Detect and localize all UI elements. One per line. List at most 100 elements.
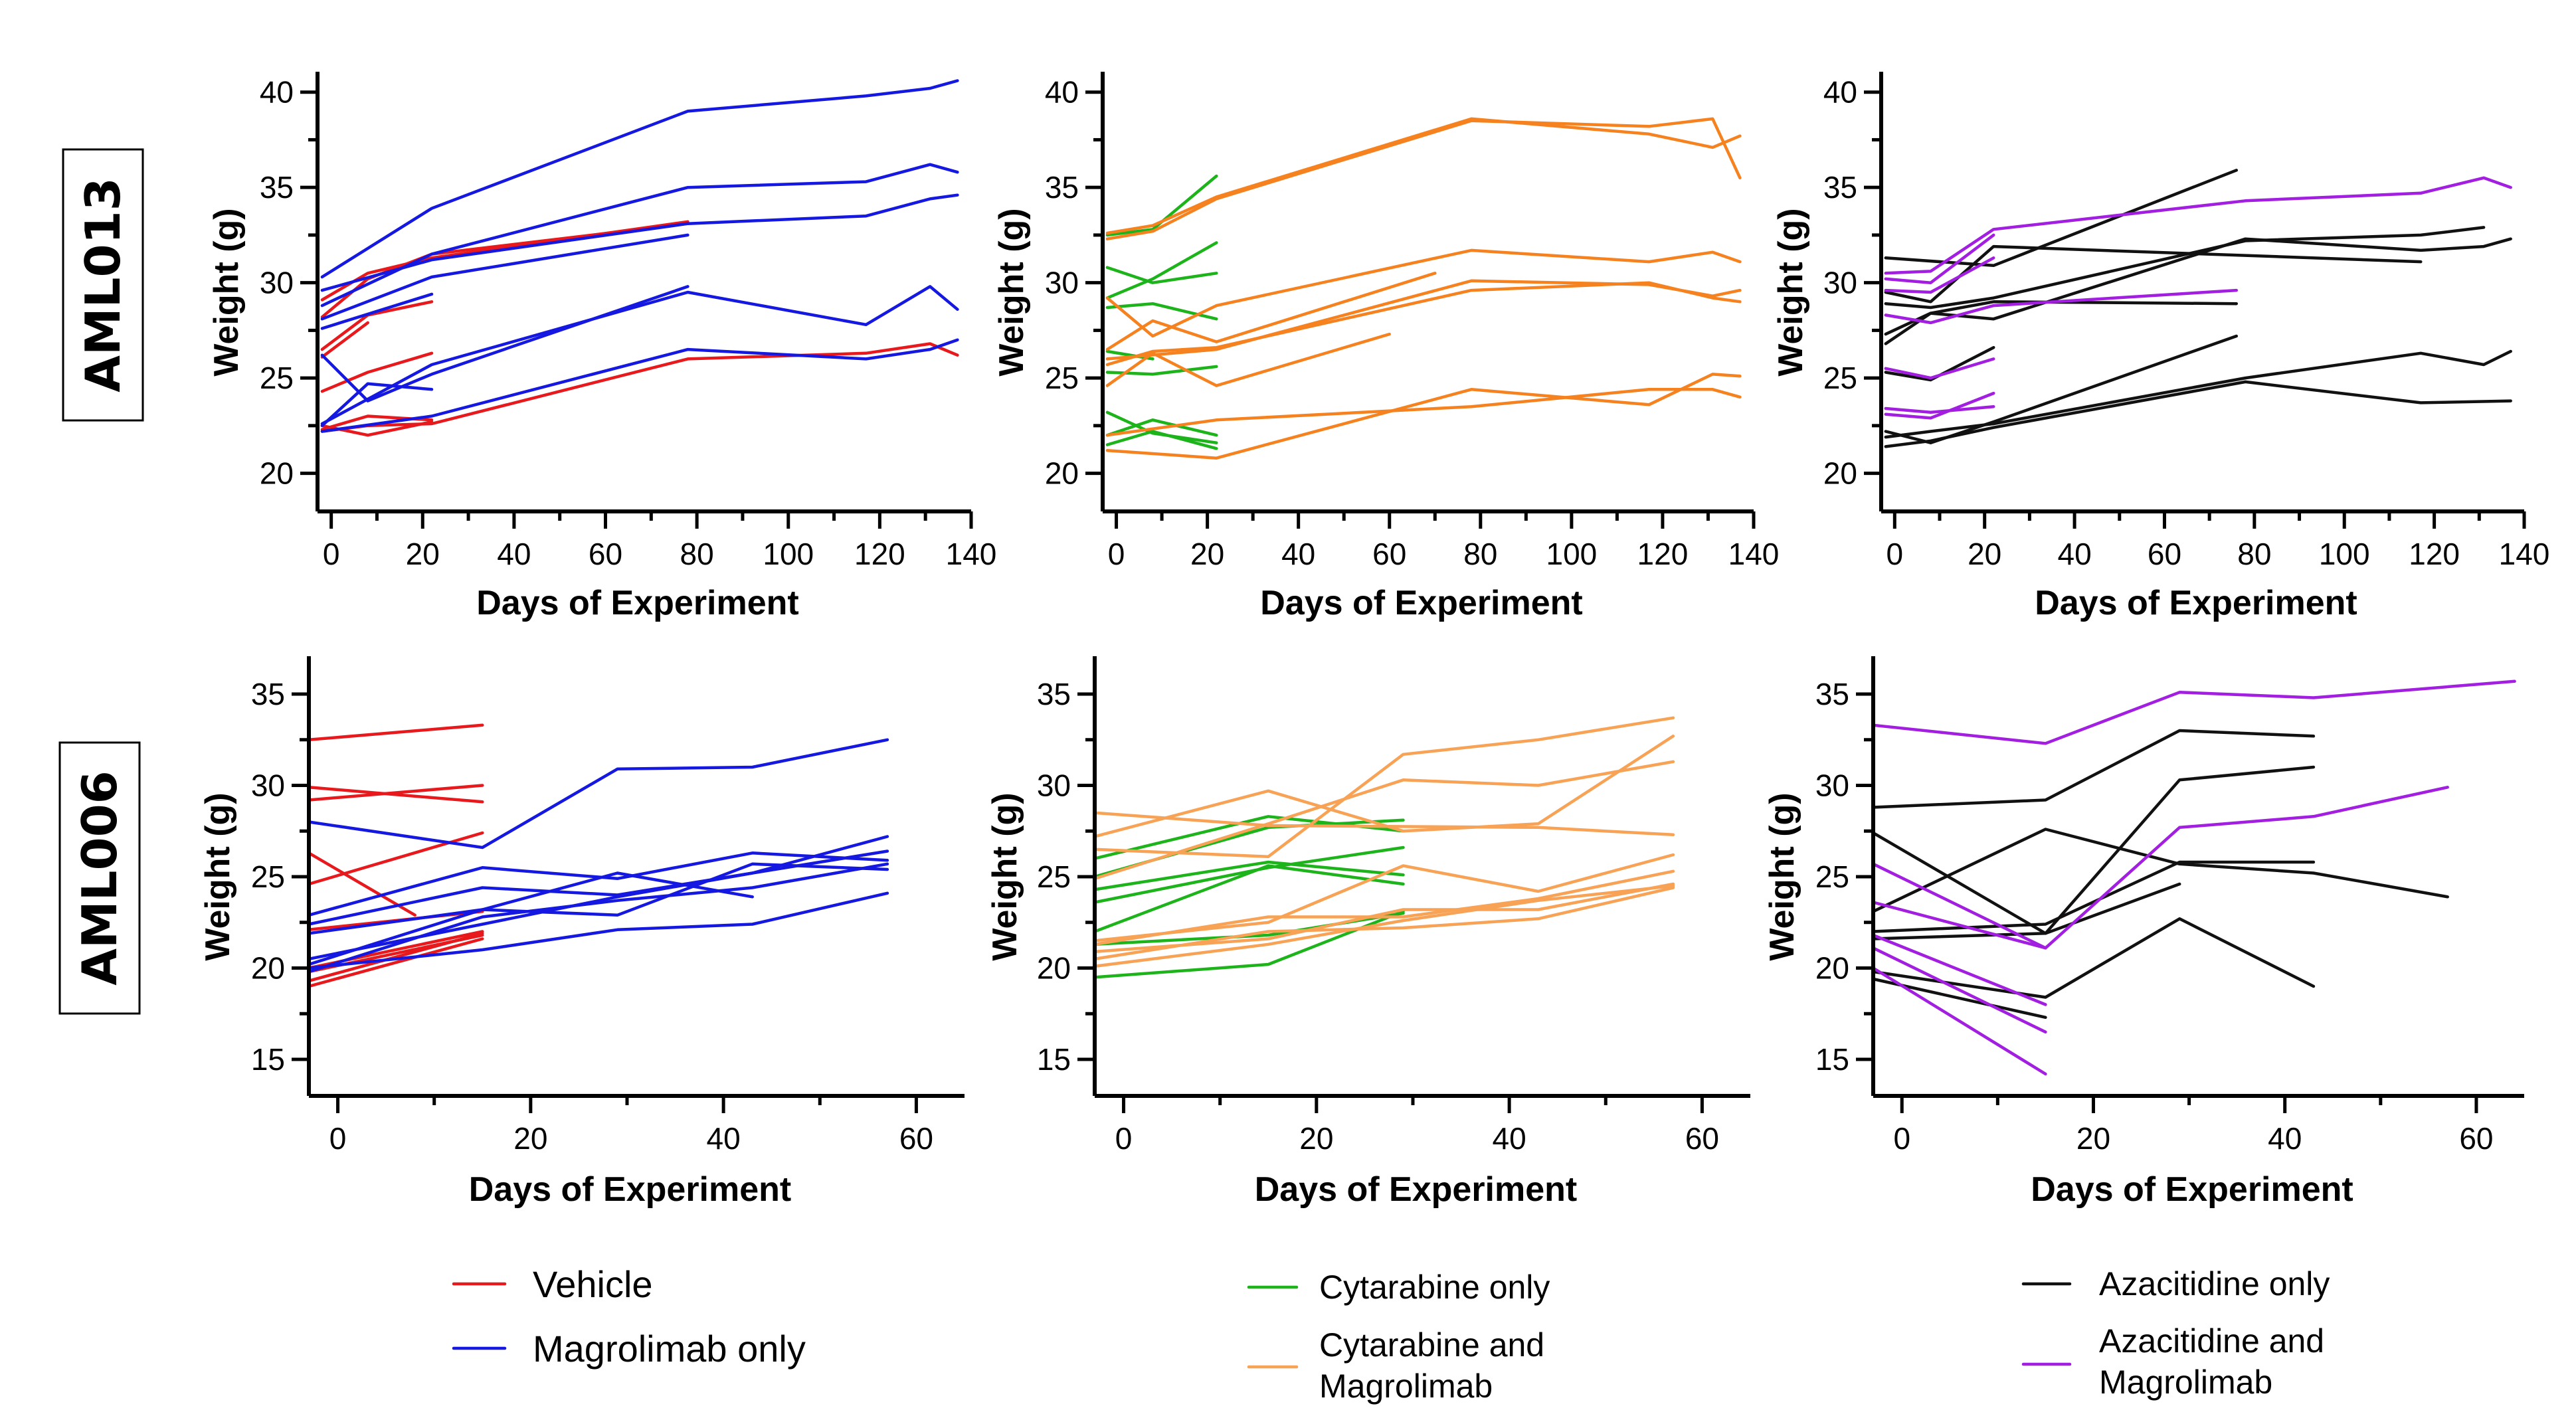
- series-lines: [1884, 169, 2512, 448]
- legend-label-magrolimab: Magrolimab only: [533, 1328, 806, 1370]
- y-axis-title: Weight (g): [992, 208, 1031, 376]
- line-azacitidine-only-1: [1884, 169, 2239, 268]
- line-azacitidine-and-magrolimab-6: [1884, 404, 1995, 414]
- line-azacitidine-only-5: [1884, 300, 2239, 345]
- x-tick-label: 40: [2268, 1121, 2302, 1156]
- x-tick-label: 80: [1463, 537, 1497, 571]
- row-label-aml006-text: AML006: [72, 770, 128, 986]
- line-azacitidine-only-4: [1884, 237, 2512, 336]
- y-tick-label: 25: [260, 361, 294, 395]
- line-magrolimab-only-7: [307, 891, 889, 970]
- y-tick-label: 30: [1045, 266, 1079, 300]
- y-axis-title: Weight (g): [986, 792, 1024, 960]
- x-tick-label: 0: [1893, 1121, 1910, 1156]
- x-tick-label: 40: [1493, 1121, 1526, 1156]
- line-azacitidine-and-magrolimab-7: [1884, 391, 1995, 420]
- x-tick-label: 20: [513, 1121, 547, 1156]
- panel-aml013-vehicle-magrolimab: 20 25 30 35 40 0 20 40 60 80 100 120 140 Days of Expe…: [207, 72, 996, 622]
- y-tick-label: 20: [1815, 951, 1849, 986]
- line-cytarabine-and-magrolimab-3: [1105, 248, 1742, 338]
- x-tick-label: 100: [763, 537, 814, 571]
- line-cytarabine-and-magrolimab-7: [1105, 332, 1391, 387]
- line-azacitidine-only-9: [1884, 380, 2512, 448]
- y-tick-label: 35: [1815, 677, 1849, 711]
- y-tick-label: 35: [1045, 170, 1079, 205]
- y-tick-label: 15: [1037, 1042, 1071, 1077]
- y-axis-title: Weight (g): [199, 792, 237, 960]
- row-label-aml006: AML006: [58, 741, 141, 1015]
- line-azacitidine-only-8: [1884, 349, 2512, 439]
- y-tick-label: 35: [1037, 677, 1071, 711]
- line-cytarabine-and-magrolimab-8: [1105, 388, 1742, 437]
- line-azacitidine-only-4: [1871, 860, 2316, 933]
- line-cytarabine-only-6: [1105, 365, 1218, 376]
- y-tick-label: 25: [1037, 859, 1071, 894]
- panel-aml006-vehicle-magrolimab: 15 20 25 30 35 0 20 40 60 Days of Experiment Weigh…: [199, 656, 965, 1209]
- x-tick-label: 20: [1190, 537, 1224, 571]
- line-azacitidine-and-magrolimab-1: [1884, 176, 2512, 275]
- line-magrolimab-only-8: [307, 862, 889, 974]
- line-magrolimab-only-4: [307, 871, 754, 935]
- legend-azacitidine: Azacitidine only Azacitidine and Magrolim…: [2021, 1265, 2330, 1401]
- y-tick-label: 30: [251, 768, 285, 803]
- y-tick-label: 30: [1823, 266, 1857, 300]
- y-tick-label: 25: [1045, 361, 1079, 395]
- panel-aml006-cytarabine: 15 20 25 30 35 0 20 40 60 Days of Experiment Weigh…: [986, 656, 1750, 1209]
- x-tick-label: 80: [2237, 537, 2271, 571]
- line-azacitidine-and-magrolimab-5: [1871, 946, 2047, 1034]
- x-tick-label: 20: [1968, 537, 2001, 571]
- x-tick-label: 20: [406, 537, 440, 571]
- x-tick-label: 60: [1372, 537, 1406, 571]
- y-tick-label: 20: [251, 951, 285, 986]
- panel-aml013-azacitidine: 20 25 30 35 40 0 20 40 60 80 100 120 140 Days of Expe…: [1772, 72, 2549, 622]
- x-tick-label: 0: [1108, 537, 1125, 571]
- x-tick-label: 0: [1115, 1121, 1133, 1156]
- y-tick-label: 25: [1815, 859, 1849, 894]
- line-magrolimab-only-3: [320, 193, 959, 292]
- y-tick-label: 40: [260, 75, 294, 110]
- line-cytarabine-and-magrolimab-1: [1093, 811, 1675, 837]
- line-cytarabine-and-magrolimab-4: [1093, 760, 1675, 881]
- x-tick-label: 140: [2499, 537, 2550, 571]
- y-tick-label: 15: [1815, 1042, 1849, 1077]
- line-cytarabine-and-magrolimab-2: [1105, 117, 1742, 240]
- line-vehicle-4: [320, 321, 369, 359]
- y-tick-label: 35: [1823, 170, 1857, 205]
- x-tick-label: 140: [1728, 537, 1780, 571]
- line-vehicle-10: [307, 937, 484, 988]
- x-tick-label: 60: [589, 537, 622, 571]
- x-tick-label: 60: [1685, 1121, 1719, 1156]
- legend-label-cytarabine-only: Cytarabine only: [1319, 1269, 1550, 1306]
- x-axis-title: Days of Experiment: [1255, 1170, 1578, 1209]
- y-tick-label: 20: [1045, 456, 1079, 491]
- line-magrolimab-only-2: [307, 851, 889, 917]
- line-cytarabine-and-magrolimab-3: [1093, 716, 1675, 859]
- x-tick-label: 40: [2057, 537, 2091, 571]
- legend-label-cytarabine-magrolimab: Cytarabine and Magrolimab: [1319, 1326, 1544, 1405]
- line-vehicle-3: [320, 300, 434, 351]
- line-magrolimab-only-8: [320, 382, 434, 428]
- y-tick-label: 20: [1037, 951, 1071, 986]
- y-tick-label: 15: [251, 1042, 285, 1077]
- x-axis-title: Days of Experiment: [469, 1170, 792, 1209]
- line-azacitidine-only-1: [1871, 729, 2316, 809]
- line-cytarabine-and-magrolimab-5: [1105, 279, 1742, 361]
- line-cytarabine-and-magrolimab-9: [1105, 373, 1742, 460]
- line-vehicle-5: [307, 831, 484, 886]
- x-tick-label: 60: [899, 1121, 933, 1156]
- x-tick-label: 20: [1299, 1121, 1333, 1156]
- line-cytarabine-only-3: [1093, 860, 1405, 891]
- line-cytarabine-and-magrolimab-5: [1093, 853, 1675, 942]
- line-cytarabine-and-magrolimab-6: [1105, 281, 1742, 367]
- panel-aml006-azacitidine: 15 20 25 30 35 0 20 40 60 Days of Experiment Weigh…: [1763, 656, 2524, 1209]
- x-axis-title: Days of Experiment: [2031, 1170, 2353, 1209]
- y-axis-title: Weight (g): [207, 208, 246, 376]
- series-lines: [1871, 679, 2516, 1076]
- series-lines: [320, 79, 959, 437]
- x-axis-title: Days of Experiment: [2035, 584, 2357, 622]
- y-tick-label: 20: [1823, 456, 1857, 491]
- x-tick-label: 40: [1281, 537, 1315, 571]
- y-axis-title: Weight (g): [1772, 208, 1810, 376]
- line-azacitidine-only-3: [1884, 226, 2486, 310]
